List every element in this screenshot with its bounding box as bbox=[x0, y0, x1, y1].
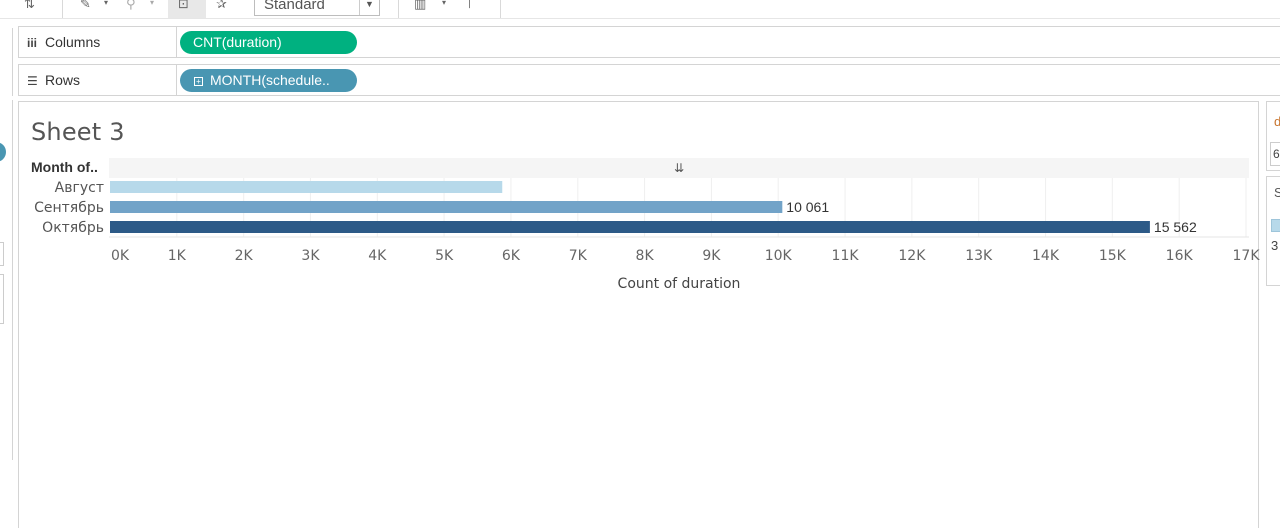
x-tick-label: 2K bbox=[235, 248, 254, 264]
x-tick-label: 10K bbox=[765, 248, 793, 264]
presentation-icon[interactable]: ⊤ bbox=[464, 0, 476, 11]
chevron-down-icon: ▼ bbox=[359, 0, 379, 15]
bar[interactable] bbox=[110, 201, 783, 213]
x-tick-label: 17K bbox=[1233, 248, 1261, 264]
legend-card-title: S bbox=[1274, 185, 1280, 200]
category-label[interactable]: Август bbox=[55, 180, 104, 196]
bar[interactable] bbox=[110, 221, 1150, 233]
columns-shelf[interactable]: iii Columns CNT(duration) bbox=[18, 26, 1280, 58]
x-tick-label: 1K bbox=[168, 248, 187, 264]
x-tick-label: 0K bbox=[111, 248, 130, 264]
filter-card: d 6 bbox=[1266, 101, 1280, 171]
rows-pill[interactable]: + MONTH(schedule.. bbox=[180, 69, 357, 92]
bar[interactable] bbox=[110, 181, 503, 193]
left-panel-control[interactable] bbox=[0, 274, 4, 324]
x-tick-label: 4K bbox=[368, 248, 387, 264]
x-tick-label: 7K bbox=[569, 248, 588, 264]
category-label[interactable]: Октябрь bbox=[42, 220, 104, 236]
pin-icon[interactable]: ✰ bbox=[216, 0, 227, 11]
columns-label: Columns bbox=[45, 34, 101, 50]
toolbar-divider bbox=[62, 0, 63, 18]
legend-card: S 3 bbox=[1266, 176, 1280, 286]
columns-pill-label: CNT(duration) bbox=[193, 34, 282, 50]
x-tick-label: 8K bbox=[636, 248, 655, 264]
group-dropdown-icon[interactable]: ▾ bbox=[150, 0, 155, 7]
row-header-label[interactable]: Month of.. bbox=[31, 159, 98, 175]
group-icon[interactable]: ⚲ bbox=[126, 0, 136, 11]
legend-swatch[interactable] bbox=[1271, 219, 1280, 232]
x-tick-label: 16K bbox=[1166, 248, 1194, 264]
category-label[interactable]: Сентябрь bbox=[34, 200, 104, 216]
rows-icon: ☰ bbox=[27, 74, 38, 88]
x-tick-label: 5K bbox=[435, 248, 454, 264]
row-header-band bbox=[109, 158, 1249, 178]
rows-label: Rows bbox=[45, 72, 81, 88]
rows-pill-label: MONTH(schedule.. bbox=[210, 72, 330, 88]
highlight-dropdown-icon[interactable]: ▾ bbox=[104, 0, 109, 7]
filter-input-value: 6 bbox=[1273, 147, 1280, 161]
x-tick-label: 14K bbox=[1032, 248, 1060, 264]
left-panel-strip bbox=[0, 28, 13, 96]
left-panel-pill[interactable] bbox=[0, 142, 6, 162]
toolbar: ⇅ ✎ ▾ ⚲ ▾ ⊡ ✰ Standard ▼ ▥ ▾ ⊤ bbox=[0, 0, 1280, 19]
columns-shelf-label: iii Columns bbox=[19, 27, 177, 57]
x-tick-label: 11K bbox=[832, 248, 860, 264]
x-axis-title[interactable]: Count of duration bbox=[618, 276, 741, 292]
left-panel bbox=[0, 100, 13, 460]
toolbar-divider bbox=[398, 0, 399, 18]
columns-icon: iii bbox=[27, 36, 38, 50]
labels-icon: ⊡ bbox=[178, 0, 189, 11]
bar-chart: Month of.. ⇊ Август Сентябрь 10 061 Октябрь 15… bbox=[31, 158, 1261, 292]
expand-icon[interactable]: + bbox=[194, 77, 203, 86]
x-tick-label: 12K bbox=[898, 248, 926, 264]
fit-select[interactable]: Standard ▼ bbox=[254, 0, 380, 16]
show-me-icon[interactable]: ▥ bbox=[414, 0, 427, 11]
fit-select-value: Standard bbox=[264, 0, 325, 13]
data-label: 10 061 bbox=[786, 199, 829, 215]
x-tick-label: 3K bbox=[301, 248, 320, 264]
left-panel-control[interactable] bbox=[0, 242, 4, 266]
filter-input[interactable]: 6 bbox=[1270, 142, 1280, 166]
legend-value: 3 bbox=[1271, 238, 1279, 253]
sort-icon[interactable]: ⇊ bbox=[674, 161, 684, 175]
x-tick-label: 15K bbox=[1099, 248, 1127, 264]
rows-shelf-label: ☰ Rows bbox=[19, 65, 177, 95]
filter-card-title: d bbox=[1274, 114, 1280, 129]
columns-pill[interactable]: CNT(duration) bbox=[180, 31, 357, 54]
x-tick-label: 9K bbox=[702, 248, 721, 264]
x-tick-label: 6K bbox=[502, 248, 521, 264]
sheet-canvas: Sheet 3 Month of.. ⇊ Август Сентябрь 10 061 О… bbox=[18, 101, 1261, 528]
show-me-dropdown-icon[interactable]: ▾ bbox=[442, 0, 447, 7]
x-tick-label: 13K bbox=[965, 248, 993, 264]
show-labels-button[interactable]: ⊡ bbox=[168, 0, 206, 18]
right-panel: d 6 S 3 bbox=[1266, 101, 1280, 528]
highlight-icon[interactable]: ✎ bbox=[80, 0, 91, 11]
sheet-title: Sheet 3 bbox=[31, 118, 125, 146]
rows-shelf[interactable]: ☰ Rows + MONTH(schedule.. bbox=[18, 64, 1280, 96]
data-label: 15 562 bbox=[1154, 219, 1197, 235]
swap-icon[interactable]: ⇅ bbox=[24, 0, 35, 11]
toolbar-divider bbox=[500, 0, 501, 18]
